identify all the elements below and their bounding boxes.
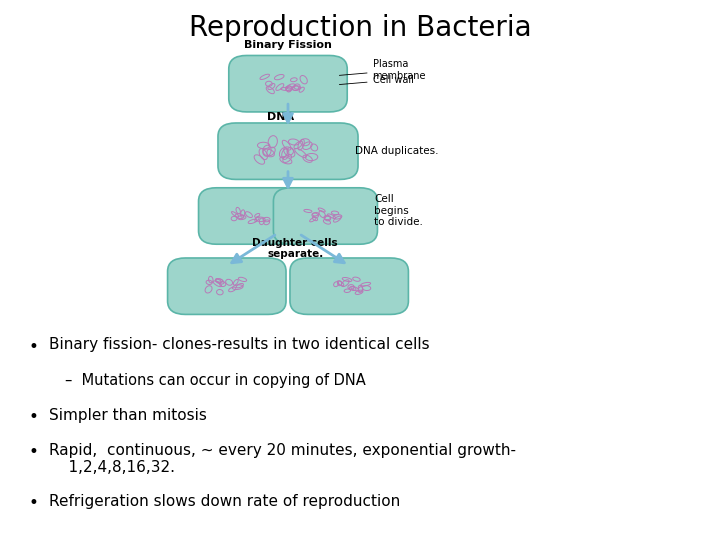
Text: Simpler than mitosis: Simpler than mitosis (49, 408, 207, 423)
FancyBboxPatch shape (229, 56, 347, 112)
Text: DNA: DNA (267, 112, 294, 122)
Text: Daughter cells
separate.: Daughter cells separate. (253, 238, 338, 259)
Text: DNA duplicates.: DNA duplicates. (355, 146, 438, 156)
Text: •: • (29, 408, 39, 426)
FancyBboxPatch shape (168, 258, 286, 314)
FancyBboxPatch shape (290, 258, 408, 314)
Text: •: • (29, 338, 39, 355)
Text: Plasma
membrane: Plasma membrane (339, 59, 426, 81)
FancyBboxPatch shape (218, 123, 358, 179)
Text: Refrigeration slows down rate of reproduction: Refrigeration slows down rate of reprodu… (49, 494, 400, 509)
Text: •: • (29, 494, 39, 512)
Text: •: • (29, 443, 39, 461)
Text: Cell wall: Cell wall (339, 75, 413, 85)
Text: Reproduction in Bacteria: Reproduction in Bacteria (189, 14, 531, 42)
Text: Rapid,  continuous, ~ every 20 minutes, exponential growth-
    1,2,4,8,16,32.: Rapid, continuous, ~ every 20 minutes, e… (49, 443, 516, 475)
Text: Binary fission- clones-results in two identical cells: Binary fission- clones-results in two id… (49, 338, 430, 353)
FancyBboxPatch shape (199, 188, 302, 244)
Text: Cell
begins
to divide.: Cell begins to divide. (374, 194, 423, 227)
Text: –  Mutations can occur in copying of DNA: – Mutations can occur in copying of DNA (65, 373, 366, 388)
Text: Binary Fission: Binary Fission (244, 40, 332, 50)
FancyBboxPatch shape (274, 188, 377, 244)
